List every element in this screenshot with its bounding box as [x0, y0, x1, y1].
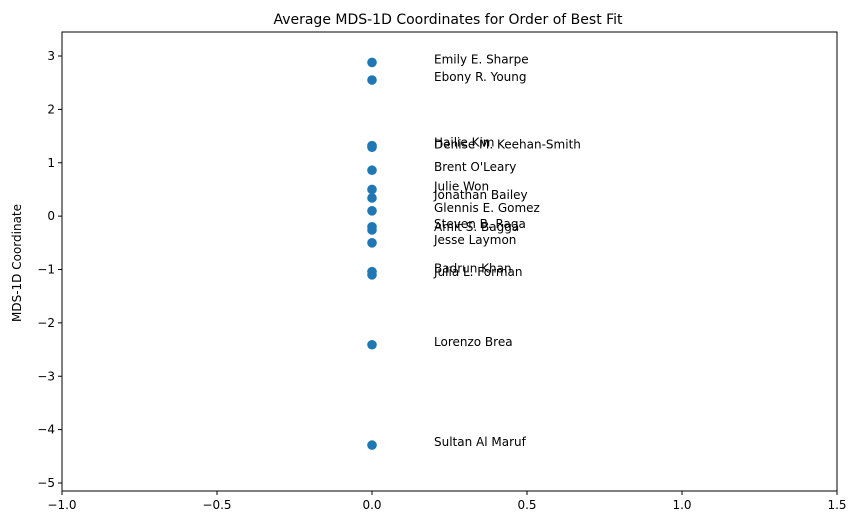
point-label: Julia L. Forman [433, 265, 522, 279]
y-tick-label: −5 [37, 476, 55, 490]
x-tick-label: 0.0 [362, 498, 381, 512]
point-label: Glennis E. Gomez [434, 201, 540, 215]
point-label: Badrun Khan [434, 262, 512, 276]
data-point [367, 339, 377, 350]
data-point [367, 440, 377, 450]
y-tick-label: 2 [47, 102, 55, 116]
y-axis-label: MDS-1D Coordinate [10, 204, 24, 322]
point-label: Hailie Kim [434, 136, 494, 150]
data-point [367, 270, 377, 280]
y-tick-label: −1 [37, 263, 55, 277]
point-label: Julie Won [433, 179, 489, 193]
data-point [367, 184, 377, 195]
y-tick-label: 1 [47, 156, 55, 170]
x-tick-label: 1.0 [672, 498, 691, 512]
data-point [367, 57, 377, 68]
y-tick-label: −3 [37, 369, 55, 383]
x-tick-label: −0.5 [202, 498, 231, 512]
y-tick-label: −4 [37, 423, 55, 437]
point-label: Denise M. Keehan-Smith [434, 137, 581, 151]
point-label: Jonathan Bailey [433, 188, 528, 202]
y-tick-label: −2 [37, 316, 55, 330]
plot-frame [61, 31, 838, 492]
x-tick-label: 1.5 [827, 498, 846, 512]
point-label: Ebony R. Young [434, 70, 527, 84]
data-point [367, 193, 377, 203]
point-label: Lorenzo Brea [434, 335, 513, 349]
data-point [367, 205, 377, 216]
point-label: Steven B. Raga [434, 217, 526, 231]
chart-title: Average MDS-1D Coordinates for Order of … [273, 12, 623, 28]
data-point [367, 238, 377, 248]
data-point [367, 75, 377, 85]
y-tick-label: 0 [47, 209, 55, 223]
point-label: Amit S. Bagga [434, 220, 519, 234]
data-point [367, 142, 377, 153]
plot-area: −1.0 −0.5 0.0 0.5 1.0 1.5 3 2 1 0 −1 −2 −3 −4 −5 Emily … [37, 49, 846, 512]
y-tick-label: 3 [47, 49, 55, 63]
point-label: Brent O'Leary [434, 160, 516, 174]
x-tick-label: −1.0 [47, 498, 76, 512]
data-point [367, 225, 377, 235]
point-label: Sultan Al Maruf [434, 435, 527, 449]
data-point [367, 165, 377, 176]
point-label: Emily E. Sharpe [434, 52, 529, 66]
x-tick-label: 0.5 [517, 498, 536, 512]
point-label: Jesse Laymon [433, 233, 516, 247]
